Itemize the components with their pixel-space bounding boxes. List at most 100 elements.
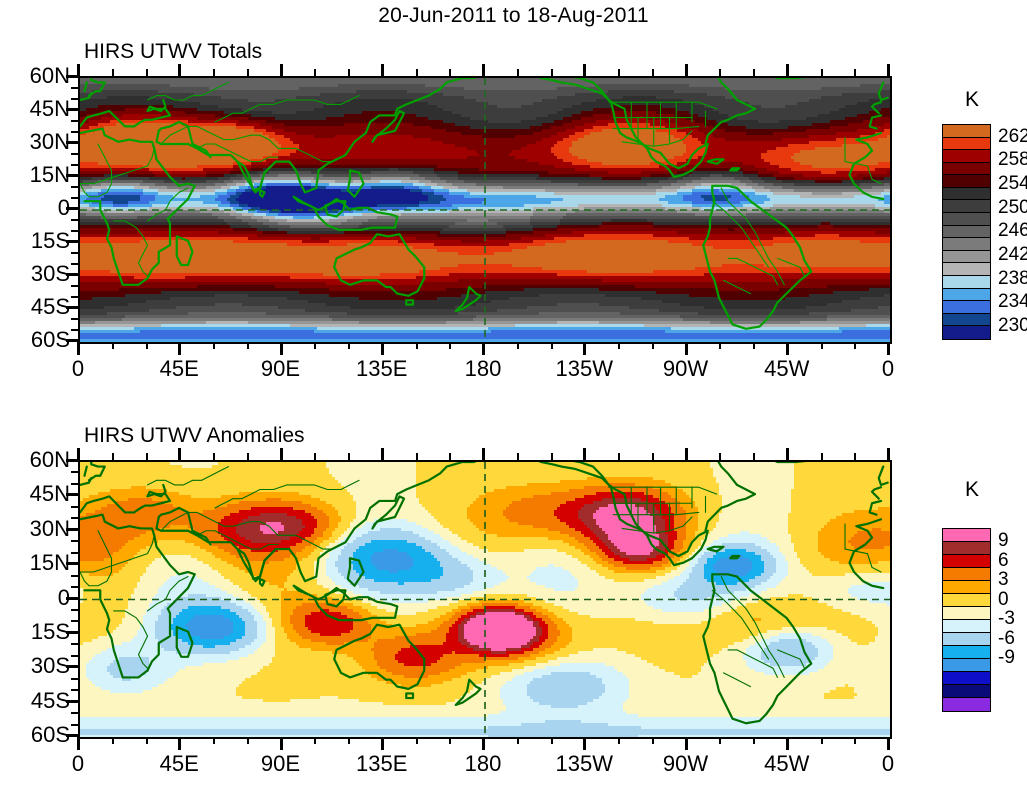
colorbar-segment	[943, 326, 990, 339]
x-tick-label-135E: 135E	[356, 356, 408, 381]
coastline	[87, 462, 477, 583]
coastline	[333, 233, 426, 297]
coastline	[727, 649, 779, 678]
colorbar-segment	[943, 301, 990, 314]
x-tick-minor	[111, 737, 114, 744]
colorbar-anomalies[interactable]	[942, 528, 991, 712]
coastline	[706, 158, 725, 165]
map-totals[interactable]	[78, 76, 892, 344]
x-tick-minor	[449, 453, 452, 460]
coastline	[80, 523, 882, 573]
y-tick-major	[66, 306, 78, 309]
x-tick-label-135W: 135W	[555, 356, 613, 381]
y-tick-minor	[71, 540, 78, 543]
colorbar-segment	[943, 555, 990, 568]
coastline	[711, 200, 770, 268]
x-tick-minor	[348, 342, 350, 349]
coastline	[80, 136, 882, 185]
colorbar-segment	[943, 581, 990, 594]
colorbar-totals[interactable]	[942, 124, 991, 340]
coastline	[196, 530, 279, 550]
x-tick-label-90E: 90E	[260, 751, 301, 776]
coastline	[720, 576, 785, 678]
x-tick-minor	[854, 69, 857, 76]
y-tick-minor	[71, 263, 78, 265]
coastline	[371, 109, 406, 143]
colorbar-segment	[943, 594, 990, 607]
y-tick-label-0: 0	[57, 195, 70, 220]
x-tick-major-top	[77, 64, 80, 77]
y-tick-label-60N: 60N	[29, 63, 70, 88]
map-anomalies[interactable]	[78, 460, 892, 739]
coastline	[706, 545, 725, 553]
y-tick-label-30S: 30S	[30, 653, 70, 679]
x-tick-minor	[246, 453, 249, 460]
y-tick-minor	[71, 318, 78, 320]
x-tick-major-top	[785, 448, 789, 461]
y-tick-label-30N: 30N	[29, 515, 70, 541]
y-tick-minor	[71, 120, 78, 122]
colorbar-segment	[943, 568, 990, 581]
colorbar-segment	[943, 125, 990, 138]
coastline	[722, 279, 752, 295]
colorbar-tick-label: 3	[998, 569, 1009, 590]
y-tick-minor	[71, 164, 78, 166]
x-tick-major-top	[178, 64, 182, 77]
x-tick-major	[583, 737, 587, 750]
coastline	[371, 495, 406, 530]
coastline	[236, 160, 277, 192]
coastline	[405, 692, 415, 700]
x-tick-minor	[246, 69, 249, 76]
x-tick-minor	[111, 453, 114, 460]
y-tick-label-0: 0	[57, 584, 70, 610]
coastline	[729, 167, 741, 172]
colorbar-segment	[943, 607, 990, 620]
colorbar-tick-label: 6	[998, 549, 1009, 571]
colorbar-tick-label: 0	[998, 588, 1009, 610]
x-tick-major-top	[380, 64, 384, 77]
colorbar-tick-label: -9	[998, 647, 1015, 668]
x-tick-major-top	[684, 64, 688, 77]
y-tick-major	[66, 273, 78, 276]
y-tick-label-60S: 60S	[30, 722, 70, 747]
y-tick-minor	[71, 482, 78, 485]
coastline	[80, 513, 885, 679]
x-tick-minor	[348, 453, 350, 460]
x-tick-major-top	[583, 64, 587, 77]
y-tick-major	[66, 562, 78, 566]
x-tick-major	[482, 342, 485, 355]
x-tick-major-top	[887, 64, 890, 77]
coastline	[727, 257, 779, 286]
coastline	[346, 557, 365, 587]
y-tick-minor	[71, 252, 78, 254]
y-tick-label-15S: 15S	[30, 228, 70, 253]
x-tick-minor	[516, 453, 519, 460]
x-tick-major	[482, 737, 485, 750]
coastline	[258, 189, 266, 198]
colorbar-segment	[943, 250, 990, 264]
x-tick-minor	[145, 453, 148, 460]
y-tick-major	[66, 630, 78, 634]
x-tick-label-180: 180	[464, 356, 502, 381]
x-tick-major-top	[77, 448, 80, 461]
x-tick-minor	[753, 453, 755, 460]
coastline	[405, 299, 415, 306]
coastline	[621, 130, 693, 147]
y-tick-minor	[71, 87, 78, 89]
y-tick-minor	[71, 574, 78, 577]
y-tick-minor	[71, 197, 78, 199]
coastline	[776, 257, 806, 277]
colorbar-segment	[943, 200, 990, 214]
x-tick-major	[380, 737, 384, 750]
y-tick-label-45N: 45N	[29, 481, 70, 507]
coastline	[214, 95, 360, 123]
page-title: 20-Jun-2011 to 18-Aug-2011	[378, 4, 649, 27]
x-tick-minor	[213, 737, 215, 744]
x-tick-minor	[651, 342, 654, 349]
coastline	[621, 516, 693, 534]
y-tick-minor	[71, 131, 78, 133]
y-tick-label-45S: 45S	[30, 687, 70, 713]
colorbar-tick-label: 9	[998, 530, 1009, 551]
coastline	[702, 573, 813, 725]
coastline	[146, 81, 230, 101]
